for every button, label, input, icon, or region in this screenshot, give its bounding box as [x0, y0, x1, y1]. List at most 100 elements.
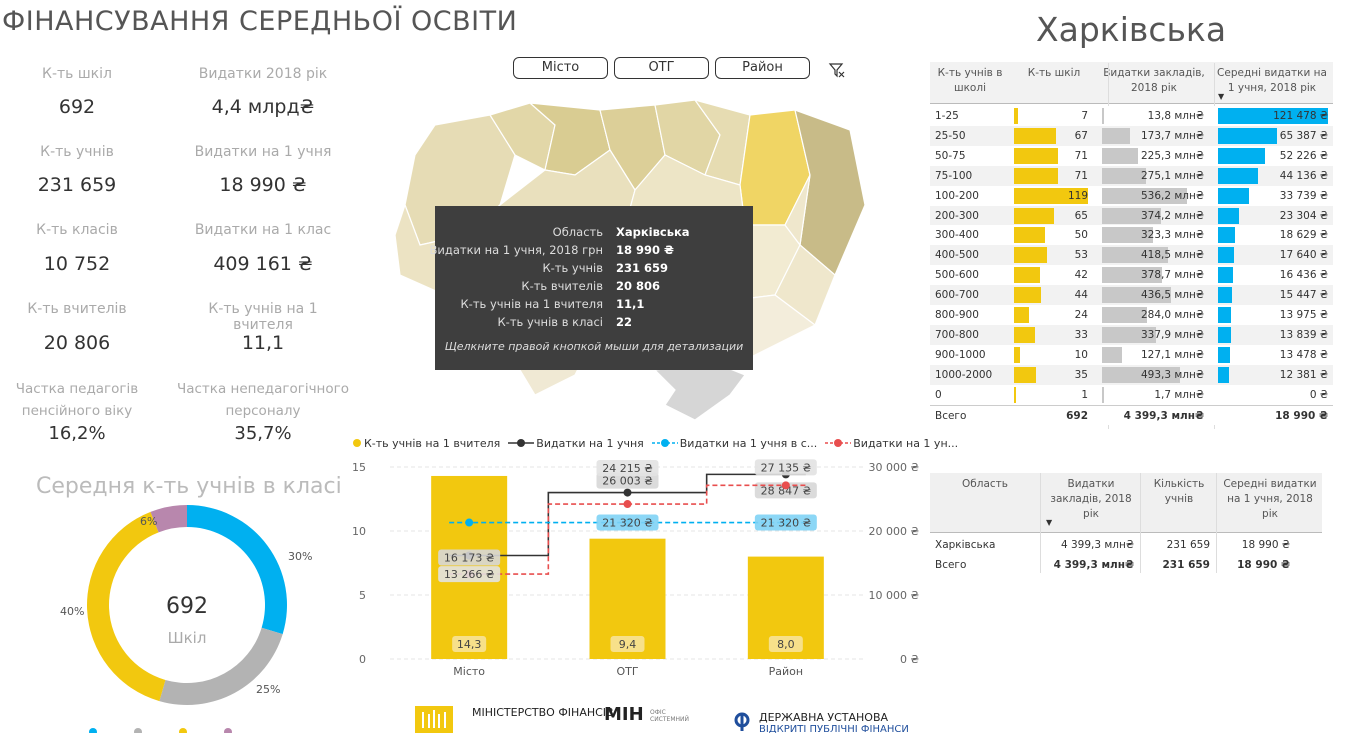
region-title: Харківська	[1036, 10, 1227, 49]
table-row[interactable]: 100-200 119 536,2 млн₴ 33 739 ₴	[930, 185, 1333, 206]
table-total-per-pupil: 18 990 ₴	[1275, 409, 1328, 422]
table-cell-spend: 284,0 млн₴	[1140, 309, 1204, 321]
table-cell-band: 500-600	[935, 269, 979, 282]
sort-indicator: ▼	[1046, 518, 1053, 527]
tooltip-row: Область Харківська	[435, 225, 753, 243]
y-right-tick: 20 000 ₴	[869, 525, 920, 538]
table-cell-per-pupil: 121 478 ₴	[1273, 110, 1328, 122]
table-cell-band: 800-900	[935, 309, 979, 321]
tooltip-row: К-ть учнів на 1 вчителя 11,1	[435, 297, 753, 315]
table-row[interactable]: 1-25 7 13,8 млн₴ 121 478 ₴	[930, 106, 1333, 126]
series-point[interactable]	[781, 481, 790, 490]
bar-spend	[1102, 326, 1156, 343]
table-row[interactable]: 900-1000 10 127,1 млн₴ 13 478 ₴	[930, 344, 1333, 365]
bar-schools	[1014, 287, 1042, 304]
ministry-logo	[415, 706, 453, 733]
legend-label: Видатки на 1 учня	[536, 437, 644, 450]
donut-legend-dot	[179, 728, 187, 733]
kpi-label: К-ть шкіл	[42, 66, 112, 82]
table-row[interactable]: Харківська 4 399,3 млн₴ 231 659 18 990 ₴	[930, 535, 1322, 555]
table-row[interactable]: 75-100 71 275,1 млн₴ 44 136 ₴	[930, 165, 1333, 186]
bar-schools	[1014, 227, 1046, 244]
y-left-tick: 15	[352, 461, 366, 474]
bar-per-pupil	[1218, 167, 1258, 184]
kpi-value: 409 161 ₴	[213, 253, 313, 275]
series-label-bg	[438, 549, 501, 566]
table-cell-schools: 71	[1074, 169, 1088, 182]
bar-schools	[1014, 187, 1088, 204]
series-label: 13 266 ₴	[444, 568, 495, 581]
table-cell-per-pupil: 13 975 ₴	[1279, 309, 1328, 321]
legend-item[interactable]: Видатки на 1 учня	[508, 437, 644, 450]
donut-slice[interactable]	[150, 505, 187, 533]
table-cell-per-pupil: 18 629 ₴	[1279, 229, 1328, 242]
table-cell-band: 700-800	[935, 328, 979, 341]
school-size-table[interactable]: К-ть учнів в школі К-ть шкіл Видатки закла…	[930, 62, 1333, 430]
table-row[interactable]: 600-700 44 436,5 млн₴ 15 447 ₴	[930, 285, 1333, 306]
table-row[interactable]: 25-50 67 173,7 млн₴ 65 387 ₴	[930, 125, 1333, 146]
tooltip-key: К-ть вчителів	[521, 279, 603, 293]
series-point[interactable]	[465, 518, 474, 527]
table-row[interactable]: 700-800 33 337,9 млн₴ 13 839 ₴	[930, 324, 1333, 345]
bar-schools	[1014, 127, 1056, 144]
page-title: ФІНАНСУВАННЯ СЕРЕДНЬОЇ ОСВІТИ	[2, 6, 518, 37]
table-row[interactable]: 1000-2000 35 493,3 млн₴ 12 381 ₴	[930, 364, 1333, 385]
kpi-value: 10 752	[43, 253, 111, 275]
table-row[interactable]: 200-300 65 374,2 млн₴ 23 304 ₴	[930, 205, 1333, 226]
donut-slice[interactable]	[187, 505, 287, 635]
region-summary-table[interactable]: Область Видатки закладів, 2018 рік Кількіс…	[930, 473, 1322, 578]
series-point[interactable]	[623, 488, 632, 497]
table-row[interactable]: 400-500 53 418,5 млн₴ 17 640 ₴	[930, 245, 1333, 266]
bar-spend	[1102, 187, 1187, 204]
kpi-value: 692	[58, 96, 96, 118]
table-cell-per-pupil: 65 387 ₴	[1279, 129, 1328, 142]
filter-clear-icon[interactable]	[828, 61, 846, 79]
table-header-row	[930, 473, 1322, 533]
kpi-value: 4,4 млрд₴	[211, 96, 315, 118]
bar-schools	[1014, 247, 1047, 264]
donut-slice-label: 40%	[60, 605, 84, 618]
y-right-tick: 30 000 ₴	[869, 461, 920, 474]
series-label: 21 320 ₴	[602, 517, 653, 530]
legend-item[interactable]: К-ть учнів на 1 вчителя	[352, 437, 500, 450]
bar-spend	[1102, 346, 1123, 363]
table-header-row	[930, 62, 1333, 104]
bar-spend	[1102, 267, 1163, 284]
table-cell-band: 600-700	[935, 289, 979, 302]
donut-chart[interactable]: 30% 25% 40% 6% 692 Шкіл	[20, 505, 340, 733]
legend-item[interactable]: Видатки на 1 ун...	[825, 437, 958, 450]
table-cell-spend: 127,1 млн₴	[1140, 348, 1204, 361]
min-logo-sub: ОФІС СИСТЕМНИЙ	[650, 709, 689, 723]
table-cell-band: 200-300	[935, 209, 979, 222]
legend-item[interactable]: Видатки на 1 учня в с...	[651, 437, 817, 450]
tooltip-key: К-ть учнів	[542, 261, 603, 275]
donut-center-label: Шкіл	[168, 629, 207, 647]
donut-slice[interactable]	[159, 627, 283, 705]
table-cell-schools: 35	[1074, 368, 1088, 381]
slicer-button[interactable]: Район	[715, 57, 810, 79]
bar-schools	[1014, 267, 1041, 284]
table-cell-spend: 374,2 млн₴	[1140, 209, 1204, 222]
table-row[interactable]: 500-600 42 378,7 млн₴ 16 436 ₴	[930, 265, 1333, 286]
bar-spend	[1102, 287, 1172, 304]
table-row[interactable]: 300-400 50 323,3 млн₴ 18 629 ₴	[930, 225, 1333, 246]
table-row[interactable]: 0 1 1,7 млн₴ 0 ₴	[930, 384, 1333, 405]
slicer-button[interactable]: Місто	[513, 57, 608, 79]
table-header-cell: К-ть шкіл	[1027, 67, 1081, 79]
series-point[interactable]	[623, 500, 632, 509]
bar-per-pupil	[1218, 187, 1249, 204]
bar-spend	[1102, 108, 1105, 124]
donut-slice[interactable]	[86, 511, 166, 702]
table-cell-per-pupil: 18 990 ₴	[1241, 539, 1290, 551]
kpi-value: 18 990 ₴	[219, 174, 307, 196]
table-header-cell: Кількість учнів	[1153, 478, 1205, 505]
table-cell-per-pupil: 52 226 ₴	[1279, 149, 1328, 162]
donut-slice-label: 30%	[288, 550, 312, 563]
slicer-button[interactable]: ОТГ	[614, 57, 709, 79]
combo-chart[interactable]: 0 5 10 15 0 ₴ 10 000 ₴ 20 000 ₴ 30 000 ₴ 14,3 Міс…	[340, 452, 930, 684]
table-row[interactable]: 800-900 24 284,0 млн₴ 13 975 ₴	[930, 305, 1333, 325]
table-header-cell: Видатки закладів, 2018 рік	[1103, 67, 1205, 94]
table-row[interactable]: 50-75 71 225,3 млн₴ 52 226 ₴	[930, 145, 1333, 166]
table-cell-schools: 71	[1074, 149, 1088, 162]
table-cell-band: 1000-2000	[935, 368, 993, 381]
